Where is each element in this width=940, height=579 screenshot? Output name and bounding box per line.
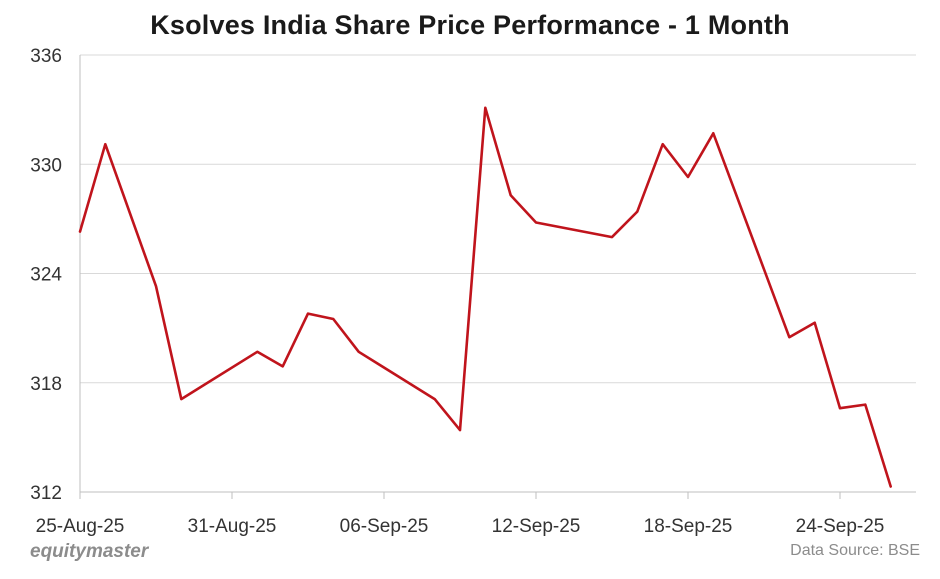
x-tick-label: 06-Sep-25 [340, 516, 429, 537]
chart-title: Ksolves India Share Price Performance - … [150, 10, 790, 40]
equitymaster-logo: equitymaster [30, 541, 149, 562]
y-tick-label: 324 [30, 265, 62, 286]
x-tick-label: 12-Sep-25 [492, 516, 581, 537]
x-tick-label: 31-Aug-25 [188, 516, 277, 537]
x-tick-label: 18-Sep-25 [644, 516, 733, 537]
x-tick-label: 24-Sep-25 [796, 516, 885, 537]
y-tick-label: 318 [30, 374, 62, 395]
gridlines [80, 54, 916, 384]
x-tick-label: 25-Aug-25 [36, 516, 125, 537]
x-tick-labels: 25-Aug-25 31-Aug-25 06-Sep-25 12-Sep-25 18-S… [36, 516, 885, 537]
y-tick-labels: 312 318 324 330 336 [30, 46, 62, 504]
y-tick-label: 336 [30, 46, 62, 67]
price-series-line [78, 106, 893, 488]
data-source-note: Data Source: BSE [790, 542, 920, 559]
y-tick-label: 312 [30, 483, 62, 504]
series-layer [78, 106, 893, 488]
y-tick-label: 330 [30, 155, 62, 176]
axes [79, 55, 916, 499]
